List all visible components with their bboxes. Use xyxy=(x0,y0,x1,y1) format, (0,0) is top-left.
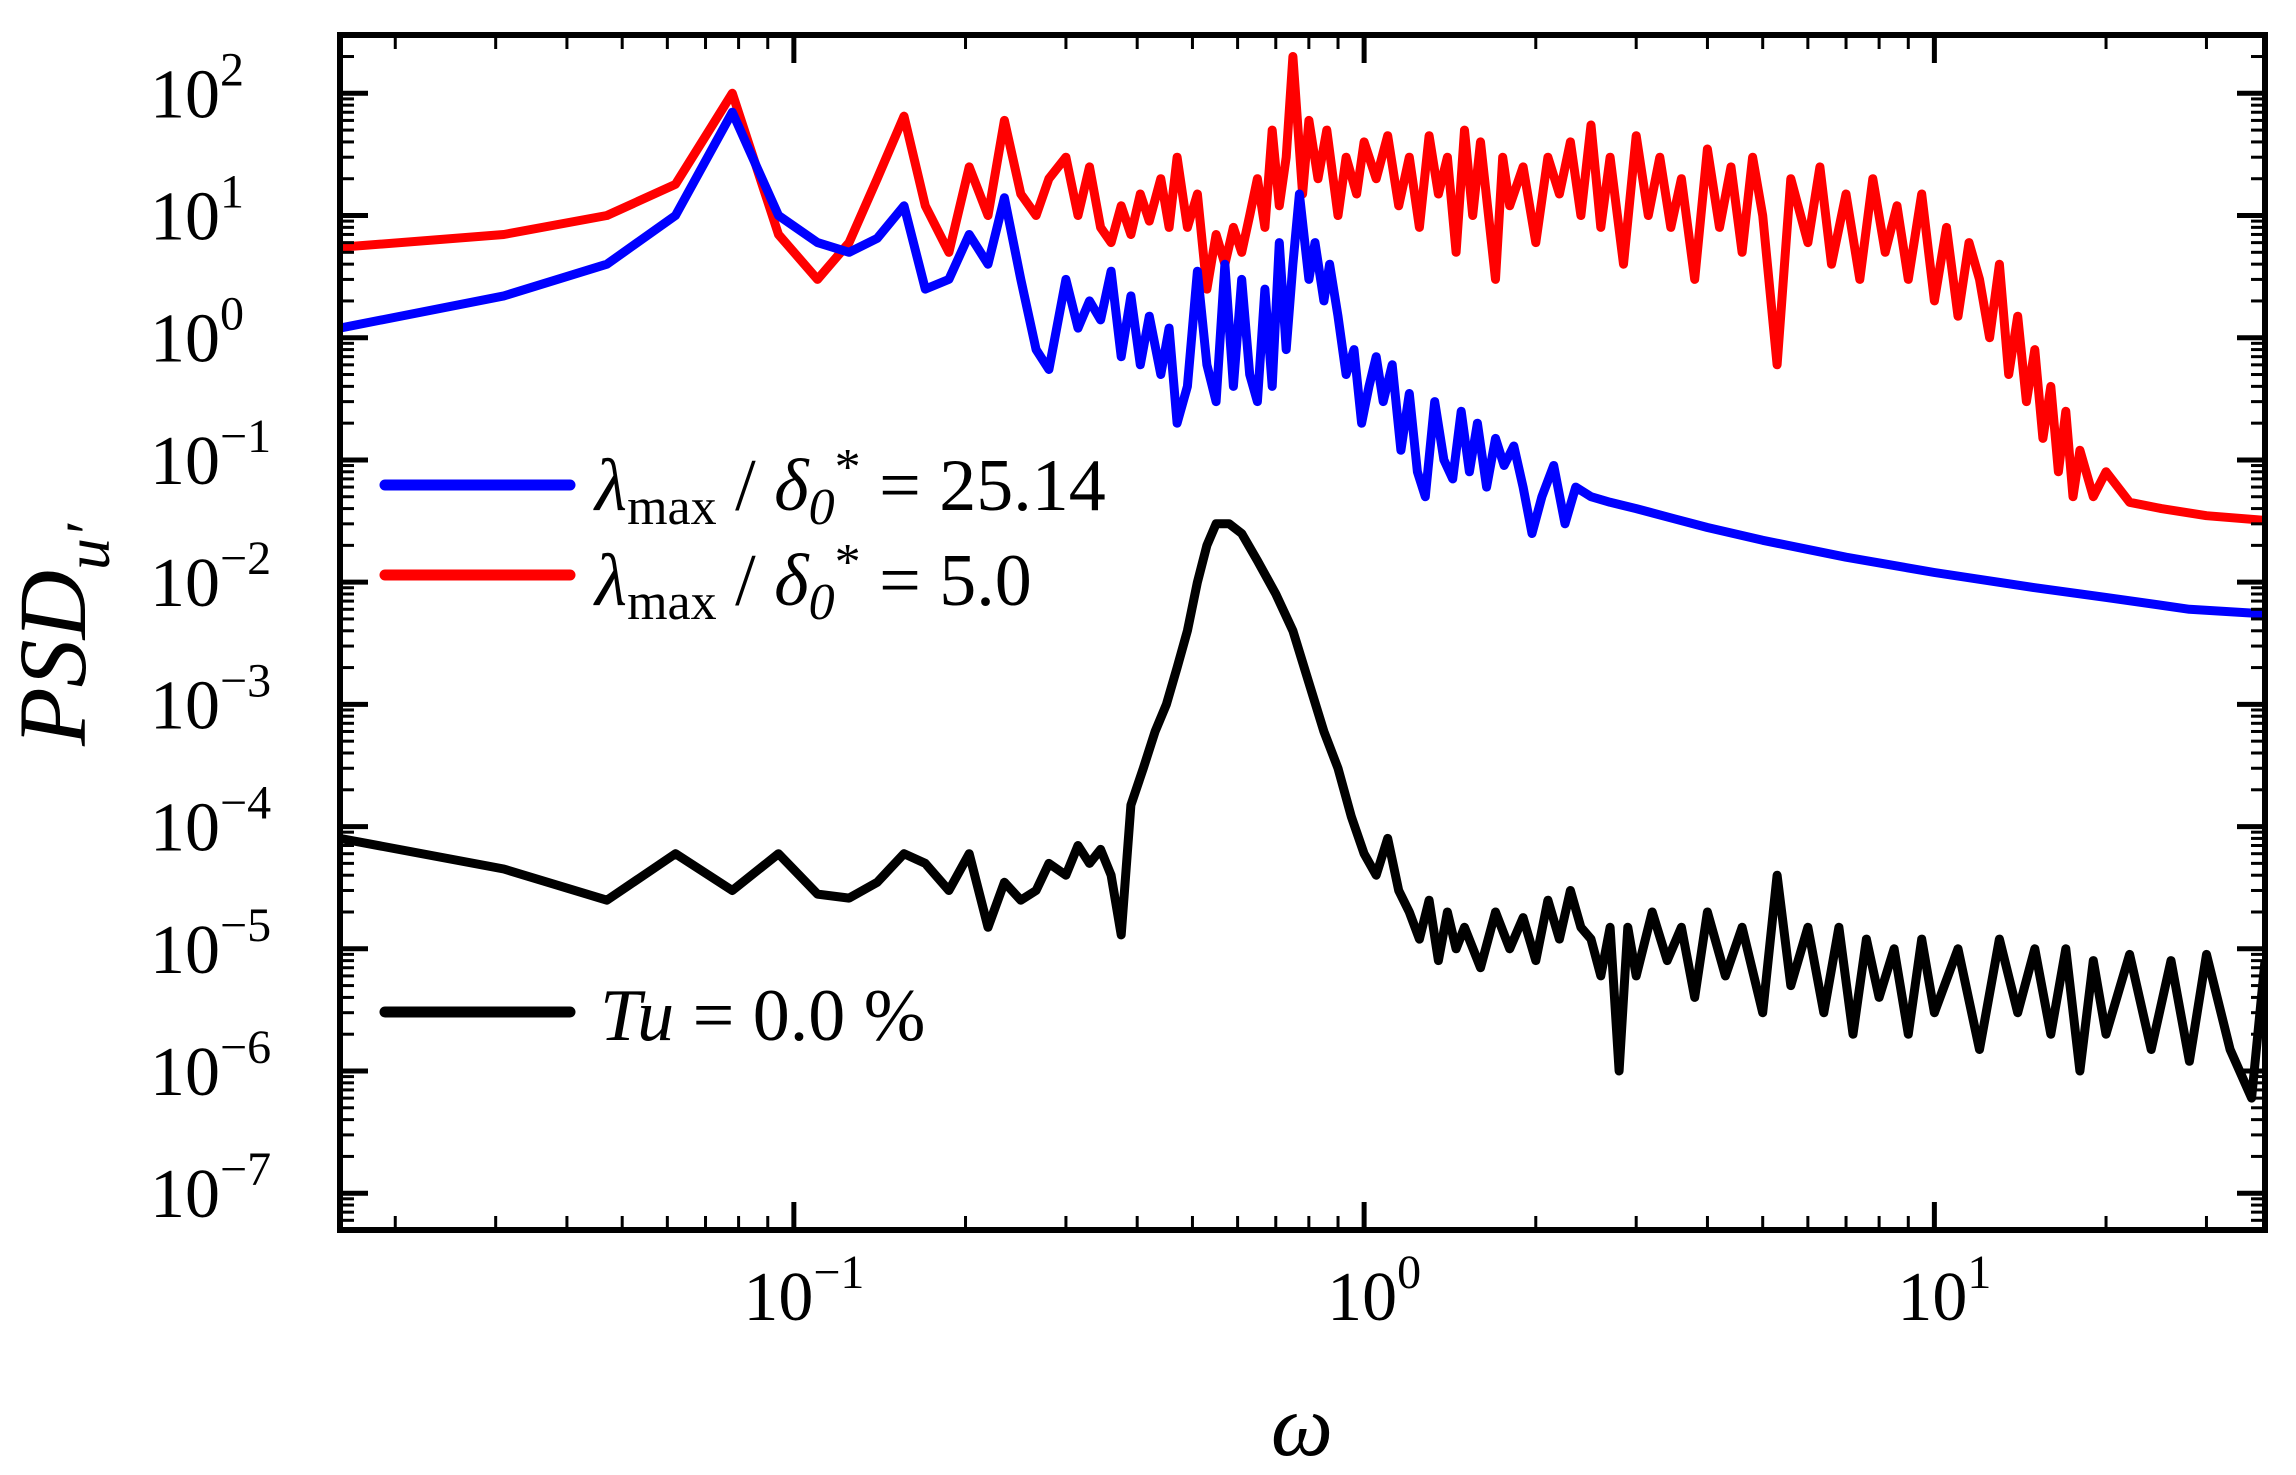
series-line-0 xyxy=(340,107,2265,619)
legend-label-blue: λmax / δ0* = 25.14 xyxy=(593,439,1106,536)
legend: λmax / δ0* = 25.14 λmax / δ0* = 5.0 Tu =… xyxy=(379,439,1106,1057)
y-tick-label: 101 xyxy=(150,166,244,256)
y-tick-label: 10−5 xyxy=(150,899,271,989)
legend-label-red: λmax / δ0* = 5.0 xyxy=(593,534,1032,631)
legend-label-black: Tu = 0.0 % xyxy=(600,975,925,1057)
x-tick-label: 10−1 xyxy=(743,1246,864,1336)
y-tick-label: 102 xyxy=(150,43,244,133)
series-layer xyxy=(340,52,2265,1103)
x-axis-title: ω xyxy=(1271,1378,1333,1475)
y-tick-label: 100 xyxy=(150,288,244,378)
y-tick-label: 10−2 xyxy=(150,532,271,622)
y-axis-title: PSDu′ xyxy=(0,523,123,747)
ticks-layer xyxy=(340,33,2265,1232)
y-tick-label: 10−7 xyxy=(150,1143,271,1233)
tick-labels-layer: 102 101 100 10−1 10−2 10−3 10−4 10−5 10−6 10−7 10−… xyxy=(150,43,1991,1336)
x-tick-label: 101 xyxy=(1897,1246,1991,1336)
x-tick-label: 100 xyxy=(1327,1246,1421,1336)
series-line-2 xyxy=(340,519,2265,1103)
y-tick-label: 10−3 xyxy=(150,654,271,744)
y-tick-label: 10−6 xyxy=(150,1021,271,1111)
series-line-1 xyxy=(340,52,2265,525)
y-tick-label: 10−4 xyxy=(150,777,271,867)
plot-frame xyxy=(337,32,2268,1233)
y-tick-label: 10−1 xyxy=(150,410,271,500)
